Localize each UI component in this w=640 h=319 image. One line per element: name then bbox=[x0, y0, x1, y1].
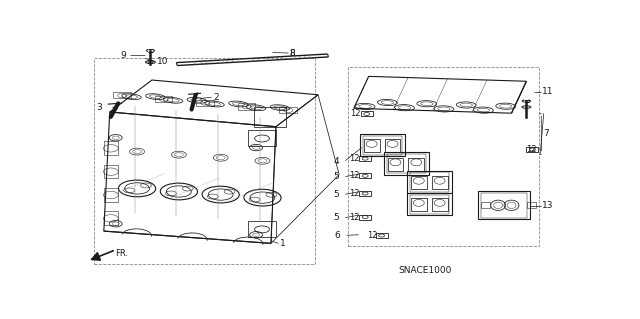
Bar bbox=[411, 198, 427, 211]
Text: 8: 8 bbox=[289, 48, 295, 57]
Text: 12: 12 bbox=[349, 171, 359, 180]
Bar bbox=[360, 134, 405, 156]
Text: 12: 12 bbox=[350, 109, 361, 118]
Bar bbox=[359, 191, 371, 196]
Text: 2: 2 bbox=[213, 93, 218, 102]
Bar bbox=[407, 193, 452, 215]
Text: 6: 6 bbox=[335, 231, 340, 240]
Text: 4: 4 bbox=[333, 157, 339, 166]
Bar bbox=[113, 92, 131, 99]
Bar bbox=[94, 58, 315, 264]
Bar bbox=[359, 156, 371, 161]
Bar bbox=[196, 100, 214, 106]
Text: 11: 11 bbox=[542, 87, 554, 96]
Text: 5: 5 bbox=[333, 190, 339, 199]
Bar bbox=[478, 191, 530, 219]
Text: SNACE1000: SNACE1000 bbox=[398, 266, 451, 275]
Text: 7: 7 bbox=[543, 129, 548, 138]
Bar bbox=[527, 202, 536, 208]
Text: 3: 3 bbox=[96, 103, 102, 112]
Text: 10: 10 bbox=[157, 57, 168, 66]
Bar bbox=[527, 147, 538, 152]
Bar bbox=[385, 139, 401, 152]
Bar bbox=[253, 107, 286, 127]
Bar bbox=[359, 215, 371, 219]
Bar bbox=[104, 141, 118, 155]
Text: 9: 9 bbox=[121, 51, 127, 60]
Text: 5: 5 bbox=[333, 213, 339, 222]
Bar bbox=[384, 152, 429, 174]
Bar bbox=[348, 67, 539, 246]
Bar bbox=[431, 198, 447, 211]
Text: 12: 12 bbox=[349, 189, 359, 198]
Text: 12: 12 bbox=[527, 145, 537, 154]
Bar bbox=[408, 158, 424, 171]
Bar bbox=[280, 107, 297, 113]
Bar bbox=[248, 221, 276, 237]
Bar bbox=[388, 158, 403, 171]
Bar bbox=[481, 202, 490, 208]
Text: 12: 12 bbox=[349, 213, 359, 222]
Bar bbox=[431, 176, 447, 189]
Bar bbox=[248, 130, 276, 146]
Text: 12: 12 bbox=[349, 154, 359, 163]
Text: 12: 12 bbox=[367, 231, 377, 240]
Bar bbox=[104, 211, 118, 225]
Bar bbox=[410, 172, 449, 191]
Bar bbox=[364, 139, 380, 152]
Bar bbox=[361, 111, 372, 116]
Bar bbox=[104, 188, 118, 202]
Bar bbox=[364, 136, 402, 155]
Bar bbox=[238, 103, 255, 109]
Bar bbox=[407, 171, 452, 193]
Bar bbox=[387, 154, 426, 173]
Bar bbox=[155, 96, 172, 102]
Bar bbox=[411, 176, 427, 189]
Bar bbox=[481, 193, 527, 218]
Bar bbox=[410, 195, 449, 214]
Text: 13: 13 bbox=[542, 201, 554, 210]
Bar bbox=[104, 165, 118, 178]
Bar bbox=[359, 174, 371, 178]
Text: 8: 8 bbox=[289, 48, 295, 57]
Text: 1: 1 bbox=[280, 239, 285, 249]
Bar bbox=[376, 233, 388, 238]
Text: FR.: FR. bbox=[115, 249, 128, 258]
Text: 5: 5 bbox=[333, 172, 339, 181]
